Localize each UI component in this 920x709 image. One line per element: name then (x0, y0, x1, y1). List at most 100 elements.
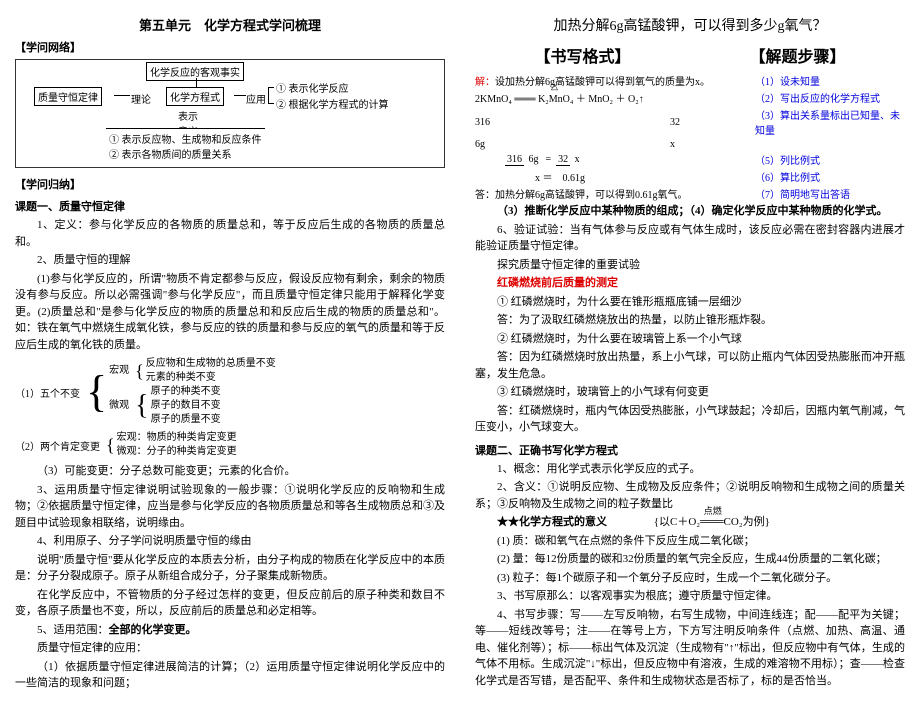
two-micro: 微观：分子的种类肯定变更 (117, 445, 237, 459)
exp-item: 答：因为红磷燃烧时放出热量，系上小气球，可以防止瓶内气体因受热膨胀而冲开瓶塞，发… (475, 349, 905, 382)
eq-condition: △ (551, 81, 558, 92)
p4-text: 说明"质量守恒"要从化学反应的本质去分析，由分子构成的物质在化学反应中的本质是：… (15, 552, 445, 585)
answer-text: 加热分解6g高锰酸钾，可以得到0.61g氧气。 (495, 190, 688, 201)
mass-316: 316 (475, 117, 505, 128)
step-4: （5）列比例式 (755, 152, 905, 167)
diagram-item-4: ② 表示各物质间的质量关系 (109, 146, 262, 161)
solve-known-row: 6g x (475, 139, 905, 150)
exp-item: ③ 红磷燃烧时，玻璃管上的小气球有何变更 (475, 384, 905, 401)
step-6: （7）简明地写出答语 (755, 186, 905, 201)
topic1-title: 课题一、质量守恒定律 (15, 198, 445, 214)
step-1: （1）设未知量 (755, 73, 905, 88)
five-item: 原子的种类不变 (151, 385, 221, 399)
diagram-box-conservation: 质量守恒定律 (34, 87, 102, 106)
solve-mass-row: 316 32 （3）算出关系量标出已知量、未知量 (475, 107, 905, 137)
p5-sub: 质量守恒定律的应用： (15, 640, 445, 657)
exp-red-title: 红磷燃烧前后质量的测定 (475, 275, 905, 292)
brace-icon: { (133, 357, 146, 385)
two-changes-group: （2）两个肯定变更 { 宏观：物质的种类肯定变更 微观：分子的种类肯定变更 (15, 431, 445, 459)
page-layout: 第五单元 化学方程式学问梳理 【学问网络】 化学反应的客观事实 化学方程式 质量… (15, 15, 905, 694)
star-line: ★★化学方程式的意义 点燃 {以C＋O₂═══CO₂为例} (475, 514, 905, 531)
solve-setup-row: 解：设加热分解6g高锰酸钾可以得到氧气的质量为x。 （1）设未知量 (475, 73, 905, 88)
step-5: （6）算比例式 (755, 169, 905, 184)
diagram-box-objective: 化学反应的客观事实 (146, 62, 244, 81)
jie-label: 解： (475, 77, 495, 88)
format-left-label: 【书写格式】 (534, 43, 630, 67)
five-item: 反应物和生成物的总质量不变 (146, 357, 276, 371)
diagram-label-app: 应用 (246, 91, 266, 106)
five-item: 原子的质量不变 (151, 413, 221, 427)
chemical-equation: 2KMnO₄ ═══ K₂MnO₄ ＋ MnO₂ ＋ O₂↑ (475, 94, 644, 105)
right-column: 加热分解6g高锰酸钾，可以得到多少g氧气？ 【书写格式】 【解题步骤】 解：设加… (475, 15, 905, 694)
concept-diagram: 化学反应的客观事实 化学方程式 质量守恒定律 理论 应用 表示 意义 ① 表示化… (15, 59, 445, 168)
brace-icon: { (133, 385, 150, 427)
ex3: (3) 粒子：每1个碳原子和一个氧分子反应时，生成一个二氧化碳分子。 (475, 570, 905, 587)
diagram-label-theory: 理论 (131, 91, 151, 106)
exp-title: 探究质量守恒定律的重要试验 (475, 257, 905, 274)
brace-icon: { (84, 357, 109, 427)
diagram-line (268, 87, 269, 103)
setup-text: 设加热分解6g高锰酸钾可以得到氧气的质量为x。 (495, 77, 710, 88)
format-right-label: 【解题步骤】 (749, 43, 845, 67)
p6: 6、验证试验：当有气体参与反应或有气体生成时，该反应必需在密封容器内进展才能验证… (475, 222, 905, 255)
diagram-item-2: ② 根据化学方程式的计算 (276, 96, 389, 111)
p3r: 3、书写原那么：以客观事实为根底；遵守质量守恒定律。 (475, 588, 905, 605)
subsec-title: （3）推断化学反应中某种物质的组成；（4）确定化学反应中某种物质的化学式。 (475, 203, 905, 220)
solve-calc-row: x ＝ 0.61g （6）算比例式 (475, 169, 905, 184)
exp-item: ② 红磷燃烧时，为什么要在玻璃管上系一个小气球 (475, 331, 905, 348)
p4-label: 4、利用原子、分子学问说明质量守恒的缘由 (15, 533, 445, 550)
five-unchanged-group: （1）五个不变 { 宏观 { 反应物和生成物的总质量不变 元素的种类不变 微观 … (15, 357, 445, 427)
equals: = (546, 154, 552, 165)
solve-eq-row: △ 2KMnO₄ ═══ K₂MnO₄ ＋ MnO₂ ＋ O₂↑ （2）写出反应… (475, 90, 905, 105)
calc-x: x ＝ 0.61g (475, 169, 755, 184)
step-2: （2）写出反应的化学方程式 (755, 90, 905, 105)
diagram-line (234, 95, 246, 96)
definition-line: 1、定义：参与化学反应的各物质的质量总和，等于反应后生成的各物质的质量总和。 (15, 217, 445, 250)
mass-32: 32 (670, 117, 680, 128)
brace-icon: { (104, 431, 117, 459)
p4r: 4、书写步骤：写——左写反响物，右写生成物，中间连线连；配——配平为关键；等——… (475, 607, 905, 690)
understand-label: 2、质量守恒的理解 (15, 252, 445, 269)
fraction-left: 316 6g (505, 154, 541, 165)
micro-label: 微观 (109, 385, 133, 427)
ex2: (2) 量：每12份质量的碳和32份质量的氧气完全反应，生成44份质量的二氧化碳… (475, 551, 905, 568)
five-item: 原子的数目不变 (151, 399, 221, 413)
diagram-line (268, 103, 274, 104)
solve-ratio-row: 316 6g = 32 x （5）列比例式 (475, 152, 905, 167)
step-3: （3）算出关系量标出已知量、未知量 (755, 107, 905, 137)
format-header: 【书写格式】 【解题步骤】 (475, 43, 905, 67)
eq-cond2: 点燃 (682, 505, 722, 519)
macro-label: 宏观 (109, 357, 133, 385)
mass-6g: 6g (475, 139, 505, 150)
unit-title: 第五单元 化学方程式学问梳理 (15, 15, 445, 34)
ex1: (1) 质：碳和氧气在点燃的条件下反应生成二氧化碳； (475, 533, 905, 550)
exp-item: ① 红磷燃烧时，为什么要在锥形瓶瓶底铺一层细沙 (475, 294, 905, 311)
diagram-box-equation: 化学方程式 (166, 87, 224, 106)
exp-item: 答：为了汲取红磷燃烧放出的热量，以防止锥形瓶炸裂。 (475, 312, 905, 329)
may-change: （3）可能变更：分子总数可能变更；元素的化合价。 (15, 463, 445, 480)
left-column: 第五单元 化学方程式学问梳理 【学问网络】 化学反应的客观事实 化学方程式 质量… (15, 15, 445, 694)
def-label: 1、定义： (37, 219, 89, 231)
p4-text2: 在化学反应中，不管物质的分子经过怎样的变更，但反应前后的原子种类和数目不变，各原… (15, 587, 445, 620)
diagram-line (196, 78, 197, 87)
concept: 1、概念：用化学式表示化学反应的式子。 (475, 461, 905, 478)
answer-label: 答： (475, 190, 495, 201)
question-title: 加热分解6g高锰酸钾，可以得到多少g氧气？ (475, 15, 905, 35)
two-macro: 宏观：物质的种类肯定变更 (117, 431, 237, 445)
topic2-title: 课题二、正确书写化学方程式 (475, 442, 905, 458)
diagram-line (114, 95, 130, 96)
star-title: ★★化学方程式的意义 (497, 516, 607, 528)
two-label: （2）两个肯定变更 (15, 431, 104, 459)
five-label: （1）五个不变 (15, 357, 84, 427)
five-item: 元素的种类不变 (146, 371, 276, 385)
fraction-right: 32 x (556, 154, 582, 165)
diagram-item-1: ① 表示化学反应 (276, 80, 349, 95)
network-label: 【学问网络】 (15, 39, 445, 55)
paragraph-1: (1)参与化学反应的，所谓"物质不肯定都参与反应，假设反应物有剩余，剩余的物质没… (15, 271, 445, 354)
diagram-item-3: ① 表示反应物、生成物和反应条件 (109, 131, 262, 146)
solve-answer-row: 答：加热分解6g高锰酸钾，可以得到0.61g氧气。 （7）简明地写出答语 (475, 186, 905, 201)
exp-item: 答：红磷燃烧时，瓶内气体因受热膨胀，小气球鼓起；冷却后，因瓶内氧气削减，气压变小… (475, 403, 905, 436)
summary-label: 【学问归纳】 (15, 176, 445, 192)
p5: 5、适用范围：全部的化学变更。 (15, 622, 445, 639)
p5-items: （1）依据质量守恒定律进展简洁的计算；（2）运用质量守恒定律说明化学反应中的一些… (15, 659, 445, 692)
